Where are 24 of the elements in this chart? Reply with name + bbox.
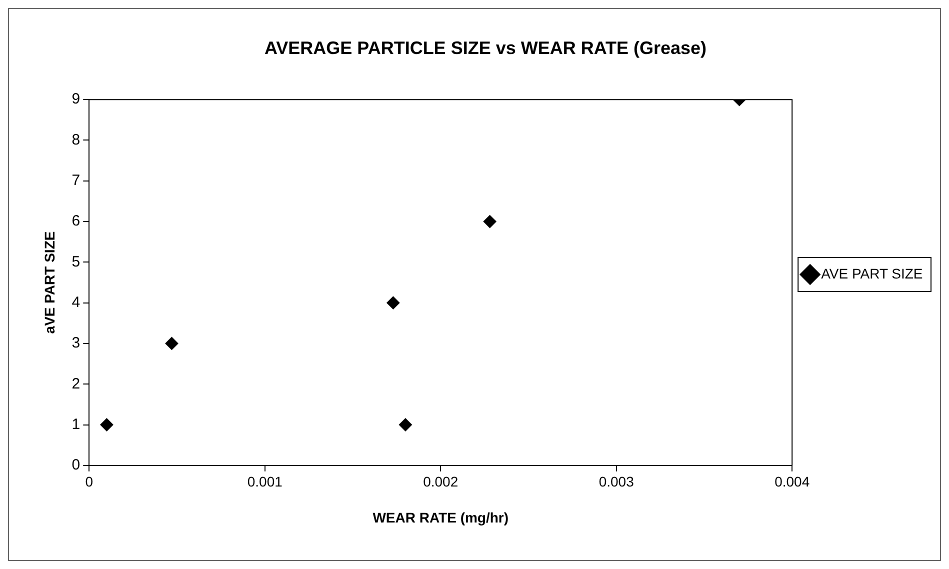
- x-tick-label: 0.002: [423, 474, 458, 490]
- x-tick-label: 0.004: [774, 474, 810, 490]
- y-tick-label: 5: [72, 253, 80, 270]
- x-tick-label: 0: [85, 474, 94, 490]
- point: [483, 215, 496, 228]
- y-tick-label: 7: [72, 172, 80, 190]
- point: [165, 336, 178, 350]
- y-axis-title: aVE PART SIZE: [41, 231, 58, 334]
- x-axis-title: WEAR RATE (mg/hr): [372, 509, 509, 526]
- y-tick-label: 4: [72, 294, 80, 311]
- legend-label: AVE PART SIZE: [821, 265, 923, 282]
- point: [386, 296, 400, 310]
- y-tick-label: 0: [72, 456, 80, 474]
- y-tick-label: 1: [72, 416, 80, 433]
- y-tick-label: 6: [72, 212, 80, 230]
- x-tick-label: 0.003: [598, 474, 634, 490]
- y-tick-label: 2: [72, 375, 80, 392]
- y-tick-label: 3: [72, 334, 80, 352]
- point: [100, 418, 114, 432]
- point: [398, 418, 412, 432]
- y-tick-label: 9: [72, 90, 80, 108]
- x-tick-label: 0.001: [247, 474, 283, 490]
- y-tick-label: 8: [72, 131, 80, 148]
- chart-title: AVERAGE PARTICLE SIZE vs WEAR RATE (Grease): [264, 38, 707, 58]
